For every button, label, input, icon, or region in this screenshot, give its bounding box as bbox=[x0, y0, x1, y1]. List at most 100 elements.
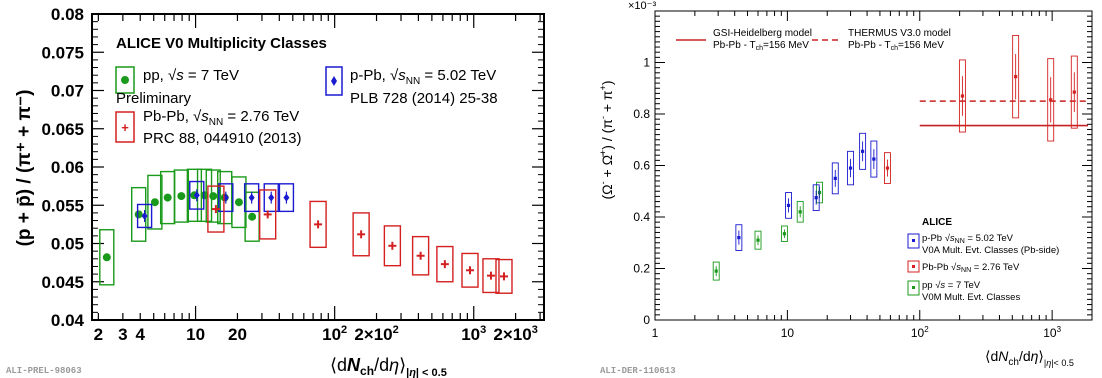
syst-box bbox=[780, 225, 788, 242]
left-legend: ALICE V0 Multiplicity Classes pp, √s = 7… bbox=[115, 35, 498, 147]
right-model-lines bbox=[919, 100, 1088, 127]
syst-box bbox=[847, 150, 854, 186]
syst-box bbox=[99, 229, 115, 286]
data-point bbox=[163, 193, 172, 202]
legend-pbpb-sub: PRC 88, 044910 (2013) bbox=[143, 130, 301, 147]
syst-box bbox=[495, 258, 513, 294]
legend-ppb-sub: PLB 728 (2014) 25-38 bbox=[350, 90, 498, 107]
data-point bbox=[960, 94, 965, 98]
left-y-tick-label: 0.08 bbox=[51, 5, 84, 24]
data-point bbox=[714, 269, 718, 273]
left-y-tick-label: 0.045 bbox=[41, 273, 84, 292]
right-x-tick-label: 103 bbox=[1043, 325, 1061, 340]
data-point bbox=[141, 211, 148, 220]
legend-pp-swatch bbox=[115, 66, 135, 94]
data-point bbox=[872, 157, 876, 161]
left-y-tick-label: 0.05 bbox=[51, 235, 84, 254]
left-x-axis-label: ⟨dNch/dη⟩|η| < 0.5 bbox=[330, 355, 447, 378]
data-point bbox=[833, 176, 837, 180]
left-x-tick-label: 2×103 bbox=[493, 324, 537, 344]
left-y-axis-label: (p + p̄) / (π⁺ + π⁻) bbox=[14, 90, 35, 247]
data-point bbox=[234, 198, 243, 207]
right-x-tick-label: 1 bbox=[652, 326, 659, 340]
syst-box bbox=[1070, 55, 1078, 129]
syst-box bbox=[1012, 35, 1020, 119]
legend-r-pp-swatch bbox=[907, 280, 920, 296]
syst-box bbox=[461, 252, 479, 288]
syst-box bbox=[958, 59, 966, 133]
left-y-tick-label: 0.075 bbox=[41, 43, 84, 62]
legend-r-ppb-swatch bbox=[907, 233, 920, 249]
data-point bbox=[756, 238, 760, 242]
syst-box bbox=[812, 184, 820, 212]
right-chart: 0 0.2 0.4 0.6 0.8 1 1 10 102 103 ×10⁻³ (Ω- + Ω̄+)… bbox=[598, 0, 1093, 376]
legend-r-pp-label: pp √s = 7 TeV bbox=[922, 280, 981, 291]
right-y-tick-label: 0.6 bbox=[633, 159, 650, 173]
syst-box bbox=[278, 183, 295, 213]
syst-box bbox=[785, 192, 792, 219]
data-point bbox=[786, 203, 791, 208]
legend-thermus-sub: Pb-Pb - Tch=156 MeV bbox=[848, 40, 944, 52]
left-x-tick-label: 103 bbox=[461, 324, 486, 344]
syst-box bbox=[218, 183, 234, 213]
legend-r-pbpb-swatch bbox=[907, 260, 920, 273]
left-y-tick-label: 0.06 bbox=[51, 158, 84, 177]
syst-box bbox=[383, 225, 402, 267]
syst-box bbox=[136, 203, 153, 229]
data-point bbox=[885, 166, 890, 170]
tick-exponent: 3 bbox=[532, 324, 538, 336]
data-point bbox=[193, 191, 200, 200]
right-legend-title: ALICE bbox=[922, 217, 952, 228]
right-model-legend: GSI-Heidelberg model Pb-Pb - Tch=156 MeV… bbox=[676, 28, 951, 52]
data-point bbox=[150, 198, 159, 207]
left-plot-frame bbox=[91, 13, 545, 321]
legend-pp-marker bbox=[121, 76, 129, 84]
right-x-tick-label: 102 bbox=[911, 325, 929, 340]
data-point bbox=[798, 210, 802, 214]
right-y-axis-label: (Ω- + Ω̄+) / (π- + π+) bbox=[598, 80, 615, 199]
legend-ppb-marker bbox=[331, 76, 337, 86]
data-point bbox=[848, 166, 853, 170]
syst-box bbox=[1047, 58, 1055, 142]
legend-r-pbpb-marker bbox=[912, 265, 915, 268]
legend-r-ppb-marker bbox=[912, 239, 915, 242]
left-series bbox=[99, 168, 513, 294]
right-y-tick-label: 0 bbox=[643, 313, 650, 327]
data-point bbox=[248, 212, 257, 221]
legend-pp-label: pp, √s = 7 TeV bbox=[143, 67, 239, 84]
syst-box bbox=[436, 245, 454, 283]
legend-r-pp-sub: V0M Mult. Evt. Classes bbox=[922, 292, 1020, 303]
syst-box bbox=[147, 174, 163, 230]
syst-box bbox=[735, 224, 743, 251]
data-point bbox=[283, 193, 290, 202]
left-x-tick-label: 3 bbox=[118, 325, 127, 344]
syst-box bbox=[207, 185, 225, 233]
syst-box bbox=[859, 132, 867, 170]
tick-exponent: 3 bbox=[480, 324, 486, 336]
syst-box bbox=[712, 261, 720, 281]
data-point bbox=[782, 232, 787, 236]
legend-gsi-sub: Pb-Pb - Tch=156 MeV bbox=[713, 40, 809, 52]
left-legend-title: ALICE V0 Multiplicity Classes bbox=[116, 35, 327, 52]
tick-exponent: 2 bbox=[924, 325, 929, 334]
data-point bbox=[814, 196, 818, 200]
legend-r-pp-marker bbox=[912, 286, 915, 289]
data-point bbox=[248, 193, 255, 202]
data-point bbox=[1072, 90, 1076, 94]
left-footer: ALI-PREL-98063 bbox=[6, 366, 82, 376]
data-point bbox=[177, 192, 186, 201]
left-y-tick-label: 0.07 bbox=[51, 82, 84, 101]
syst-box bbox=[243, 183, 260, 213]
right-footer: ALI-DER-110613 bbox=[600, 366, 676, 376]
left-axis-ticks: 0.04 0.045 0.05 0.055 0.06 0.065 0.07 0.075 0.08… bbox=[41, 5, 544, 344]
right-axis-ticks: 0 0.2 0.4 0.6 0.8 1 1 10 102 103 bbox=[633, 11, 1093, 340]
left-x-tick-label: 20 bbox=[228, 325, 247, 344]
data-point bbox=[1014, 75, 1018, 79]
legend-pp-sub: Preliminary bbox=[116, 90, 192, 107]
syst-box bbox=[754, 230, 762, 250]
legend-r-pbpb-label: Pb-Pb √sNN = 2.76 TeV bbox=[922, 262, 1020, 274]
data-point bbox=[737, 236, 741, 240]
syst-box bbox=[309, 200, 327, 249]
syst-box bbox=[831, 162, 839, 195]
data-point bbox=[209, 192, 218, 201]
